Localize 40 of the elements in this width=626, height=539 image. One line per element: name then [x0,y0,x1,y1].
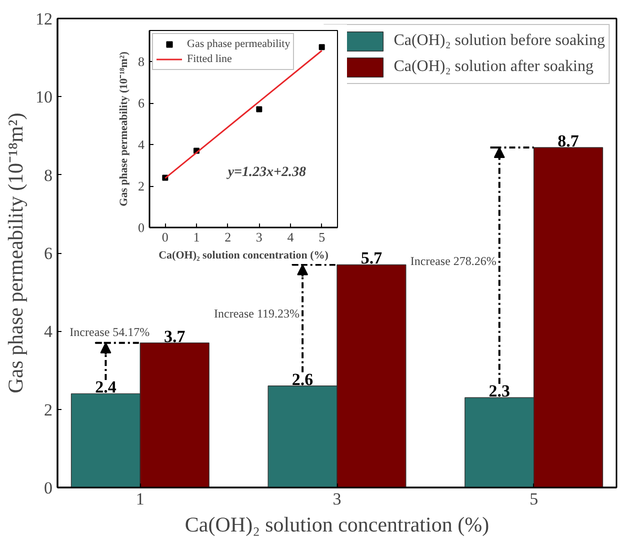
x-tick-label: 2 [224,230,232,244]
x-tick-label: 5 [530,490,538,508]
y-tick-label: 4 [138,137,145,152]
annotation: y=1.23x+2.38 [226,164,306,180]
x-tick-label: 5 [318,230,326,244]
data-label: 5.7 [360,248,383,268]
x-tick-label: 3 [332,490,342,508]
point [256,106,262,112]
y-tick-label: 8 [138,54,144,70]
data-label: 8.7 [558,131,580,150]
x-tick-label: 4 [287,230,294,244]
y-tick-label: 6 [44,244,52,263]
x-tick-label: 3 [256,230,262,244]
y-axis-title: Gas phase permeability (10⁻¹⁸m²) [4,112,28,394]
y-axis-title: Gas phase permeability (10⁻¹⁸m²) [118,51,130,206]
data-label: 2.4 [95,378,117,397]
annotation: Increase 119.23% [214,306,300,321]
x-tick-label: 0 [162,230,168,244]
legend-label: Ca(OH)₂ solution before soaking [394,32,605,50]
legend-label: Gas phase permeability [187,37,290,51]
x-tick-label: 1 [193,230,200,244]
y-tick-label: 2 [138,178,144,194]
y-tick-label: 2 [44,400,52,420]
legend-label: Ca(OH)₂ solution after soaking [394,58,594,76]
y-tick-label: 8 [44,166,52,185]
data-label: 2.6 [292,370,314,389]
x-tick-label: 1 [136,490,144,508]
data-label: 3.7 [164,326,186,346]
data-label: 2.3 [488,382,510,401]
annotation: Increase 54.17% [70,324,150,339]
legend-label: Fitted line [187,52,232,66]
x-axis-title: Ca(OH)₂ solution concentration (%) [184,512,490,536]
y-tick-label: 4 [44,322,53,342]
annotation: Increase 278.26% [410,254,496,268]
point [318,44,325,50]
y-tick-label: 12 [36,10,52,28]
y-tick-label: 0 [138,220,144,235]
x-axis-title: Ca(OH)₂ solution concentration (%) [158,250,329,262]
y-tick-label: 10 [36,88,52,107]
y-tick-label: 6 [138,96,145,111]
